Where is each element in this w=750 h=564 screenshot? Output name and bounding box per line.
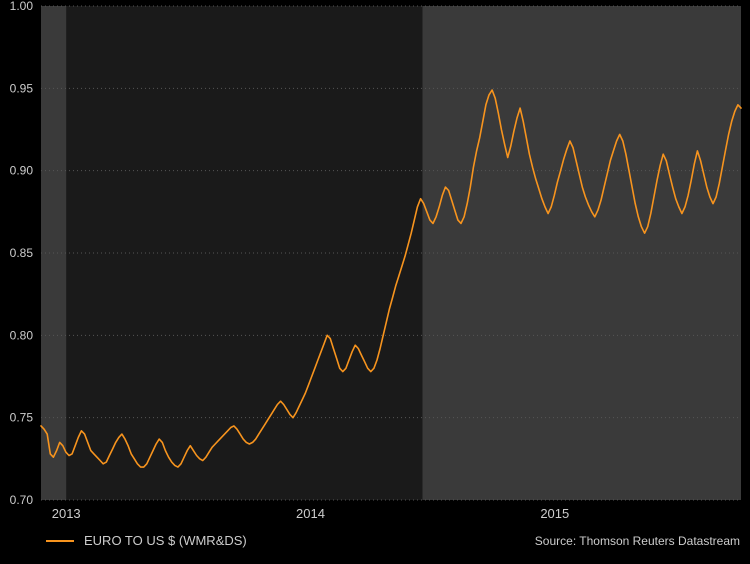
line-chart: 0.70 0.75 0.80 0.85 0.90 0.95 1.00 2013 2014 2015 — [0, 0, 750, 564]
svg-text:0.90: 0.90 — [10, 164, 34, 178]
svg-text:0.75: 0.75 — [10, 411, 34, 425]
svg-text:1.00: 1.00 — [10, 0, 34, 13]
chart-container: 0.70 0.75 0.80 0.85 0.90 0.95 1.00 2013 2014 2015… — [0, 0, 750, 564]
svg-text:2014: 2014 — [296, 506, 325, 521]
legend-label: EURO TO US $ (WMR&DS) — [84, 533, 247, 548]
legend-swatch — [46, 540, 74, 542]
chart-source: Source: Thomson Reuters Datastream — [535, 534, 740, 548]
svg-text:0.95: 0.95 — [10, 81, 34, 95]
svg-text:0.70: 0.70 — [10, 493, 34, 507]
svg-text:2013: 2013 — [52, 506, 81, 521]
svg-text:0.80: 0.80 — [10, 328, 34, 342]
svg-text:0.85: 0.85 — [10, 246, 34, 260]
legend: EURO TO US $ (WMR&DS) — [46, 533, 247, 548]
svg-text:2015: 2015 — [540, 506, 569, 521]
